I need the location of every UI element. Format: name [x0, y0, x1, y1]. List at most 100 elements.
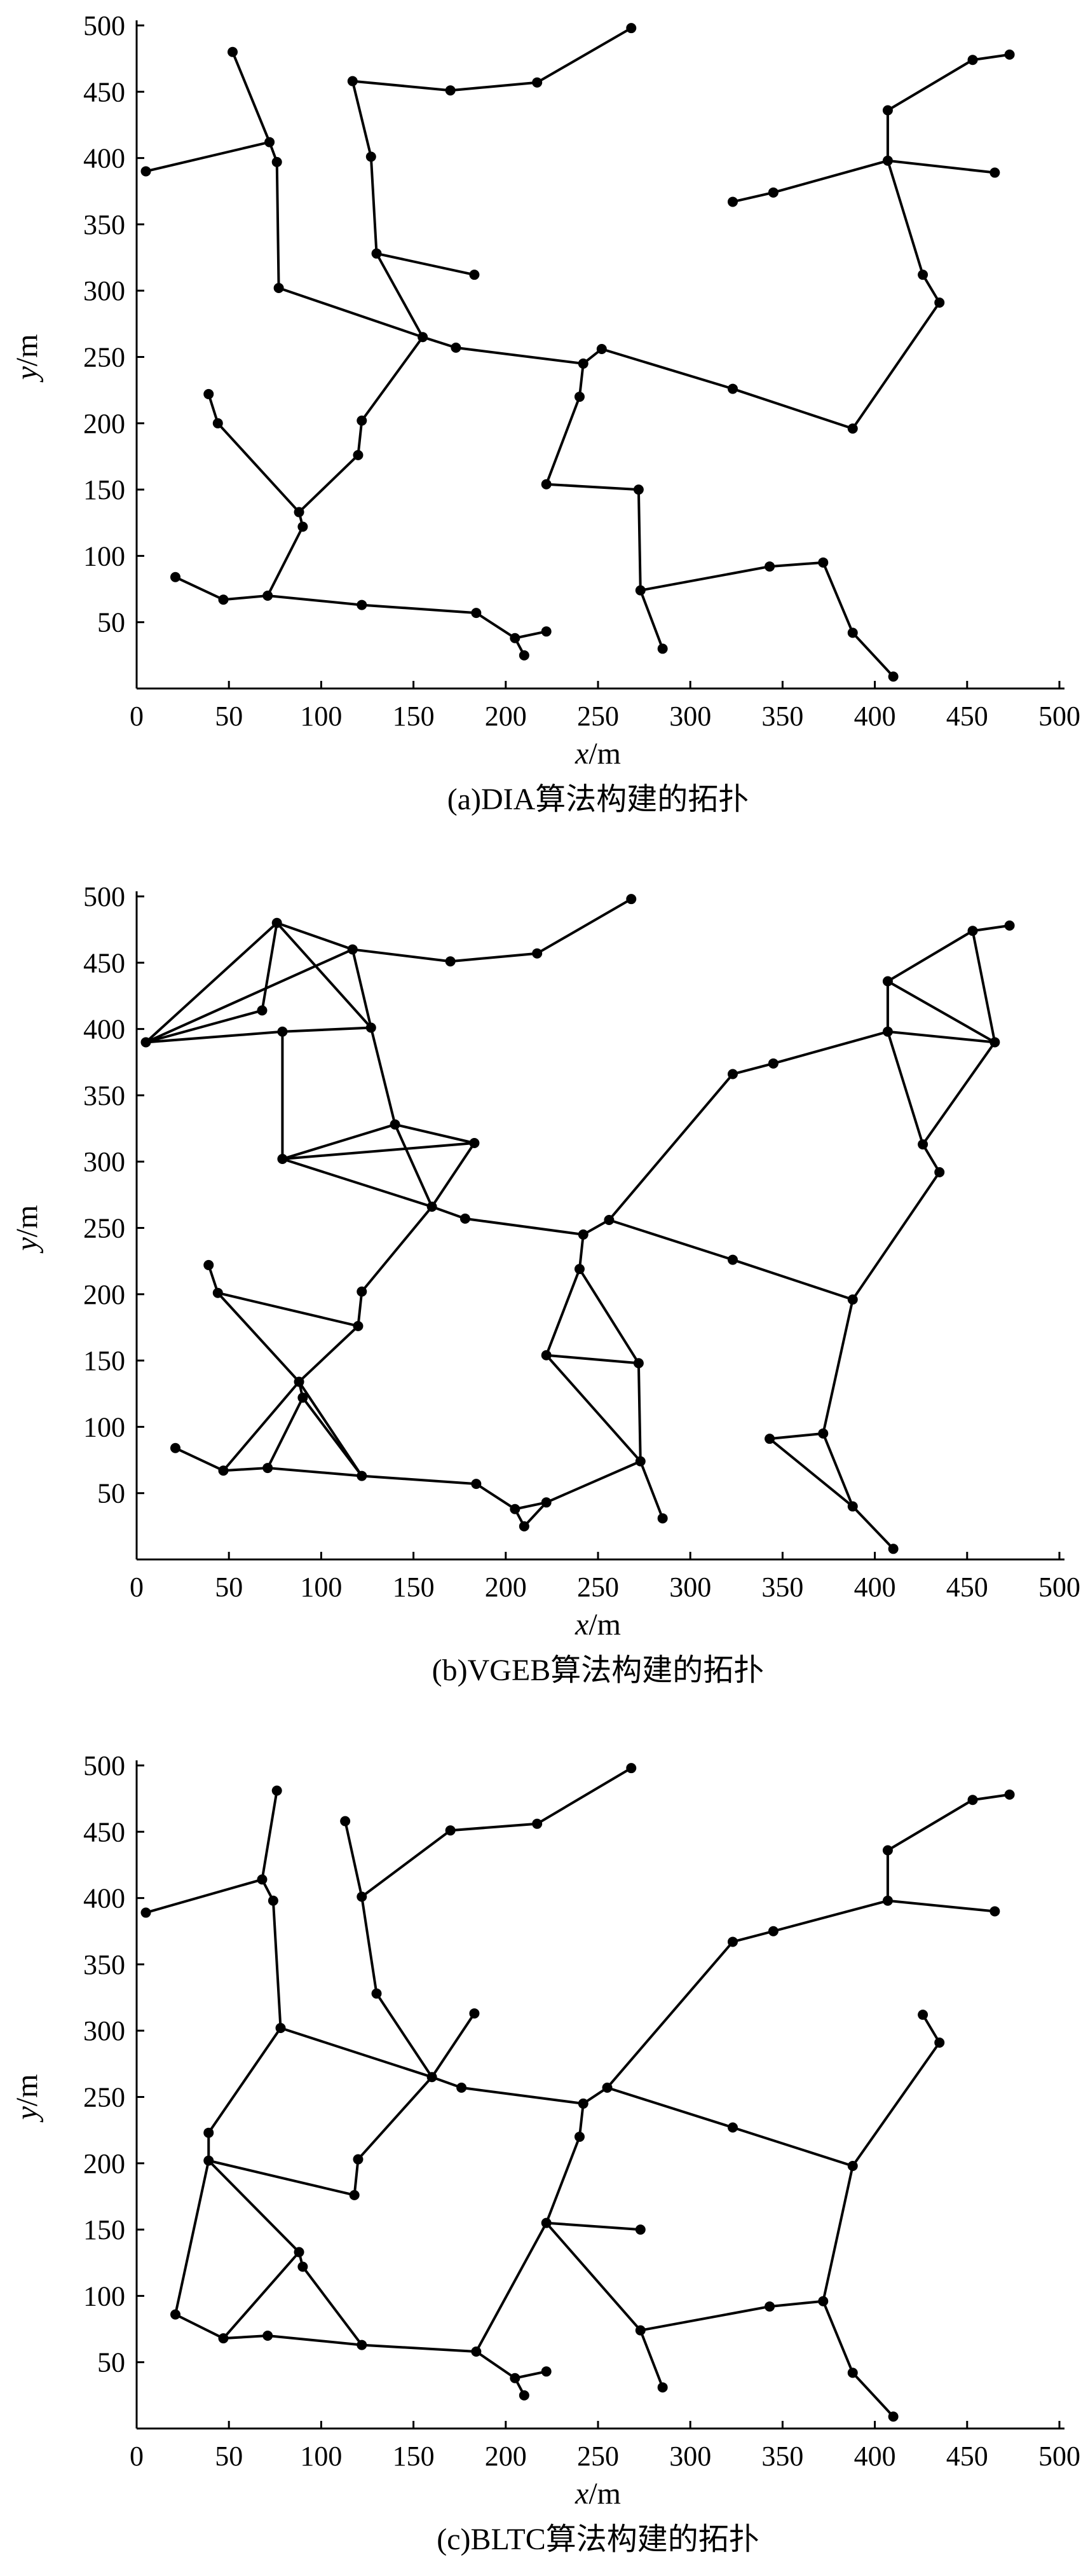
- edge: [475, 2221, 548, 2353]
- node-point: [451, 342, 461, 353]
- node-point: [218, 1465, 229, 1476]
- edge: [886, 159, 925, 277]
- x-tick-label: 0: [130, 701, 144, 732]
- node-point: [967, 926, 978, 936]
- edge: [301, 2265, 364, 2346]
- edge: [281, 1141, 476, 1161]
- edge: [297, 1380, 364, 1477]
- edge: [207, 2027, 282, 2134]
- edge: [545, 1460, 642, 1504]
- node-point: [212, 418, 223, 428]
- edge: [851, 1505, 895, 1551]
- node-point: [888, 2411, 899, 2422]
- node-point: [277, 1026, 288, 1037]
- node-point: [347, 944, 358, 955]
- x-axis-label: x/m: [575, 737, 621, 771]
- edge: [772, 1030, 889, 1065]
- node-point: [294, 507, 304, 517]
- edge: [266, 525, 304, 597]
- x-tick-label: 50: [215, 2441, 243, 2472]
- edge: [222, 1467, 269, 1472]
- node-point: [426, 2072, 437, 2083]
- node-point: [519, 650, 529, 661]
- x-tick-label: 300: [669, 701, 711, 732]
- edge: [513, 2370, 548, 2380]
- edge: [454, 346, 585, 365]
- y-tick-label: 500: [83, 1750, 125, 1781]
- edge: [369, 1026, 397, 1126]
- node-point: [847, 1294, 858, 1305]
- y-axis-label: y/m: [10, 1205, 44, 1254]
- edge: [971, 924, 1011, 933]
- edge: [353, 2158, 360, 2196]
- edge: [449, 1822, 539, 1832]
- edge: [971, 1793, 1011, 1802]
- chart-panel-1: 0 50 100 150 200 250 300 350 400 450 500 50 100 150 20…: [10, 10, 1080, 816]
- edge: [545, 2135, 581, 2224]
- x-tick-label: 450: [946, 1572, 988, 1603]
- edge: [768, 1432, 825, 1441]
- edge: [600, 347, 734, 390]
- edge: [851, 1170, 941, 1301]
- edge: [351, 79, 372, 158]
- edge: [886, 1798, 974, 1852]
- panel-caption: (a)DIA算法构建的拓扑: [447, 783, 749, 816]
- node-point: [882, 1845, 893, 1856]
- y-tick-label: 400: [83, 1883, 125, 1914]
- node-point: [657, 643, 668, 654]
- edge: [266, 1396, 304, 1470]
- node-point: [271, 1785, 282, 1796]
- node-point: [765, 1434, 775, 1444]
- node-point: [918, 1139, 928, 1150]
- node-point: [170, 2309, 180, 2320]
- node-point: [888, 671, 899, 682]
- node-point: [934, 1167, 945, 1177]
- edge: [173, 1446, 225, 1472]
- node-point: [469, 2008, 480, 2019]
- node-point: [262, 590, 273, 601]
- edge: [261, 1789, 278, 1881]
- x-tick-label: 350: [761, 1572, 803, 1603]
- edge: [279, 2027, 433, 2079]
- y-tick-label: 250: [83, 342, 125, 373]
- x-tick-label: 100: [300, 701, 342, 732]
- node-point: [471, 608, 482, 619]
- edge: [351, 79, 452, 92]
- edge: [545, 1268, 581, 1357]
- x-tick-label: 450: [946, 701, 988, 732]
- node-point: [371, 248, 382, 259]
- x-tick-label: 450: [946, 2441, 988, 2472]
- node-point: [294, 1376, 304, 1387]
- node-point: [203, 1259, 214, 1270]
- x-tick-label: 350: [761, 2441, 803, 2472]
- node-point: [140, 1037, 151, 1048]
- edge: [360, 1474, 478, 1486]
- node-point: [445, 956, 456, 967]
- y-tick-label: 250: [83, 1213, 125, 1244]
- edge: [266, 2334, 364, 2346]
- node-point: [297, 1392, 308, 1403]
- y-tick-label: 350: [83, 1949, 125, 1980]
- edge: [430, 1205, 466, 1220]
- edge: [375, 1992, 433, 2079]
- node-point: [353, 2154, 364, 2165]
- node-point: [532, 77, 543, 88]
- y-tick-label: 450: [83, 1816, 125, 1847]
- node-point: [765, 2301, 775, 2312]
- node-point: [471, 2346, 482, 2357]
- edge: [463, 1217, 585, 1236]
- y-tick-label: 50: [97, 607, 125, 638]
- y-tick-label: 300: [83, 1146, 125, 1177]
- node-point: [596, 343, 607, 354]
- node-point: [262, 1463, 273, 1474]
- x-tick-label: 200: [485, 1572, 527, 1603]
- edge: [886, 1899, 996, 1913]
- edge: [822, 1298, 854, 1435]
- node-point: [635, 2325, 646, 2336]
- edge: [375, 252, 425, 339]
- edge: [430, 2076, 463, 2089]
- node-point: [657, 2382, 668, 2393]
- node-point: [357, 415, 367, 426]
- node-point: [353, 1320, 364, 1331]
- edge: [222, 594, 269, 601]
